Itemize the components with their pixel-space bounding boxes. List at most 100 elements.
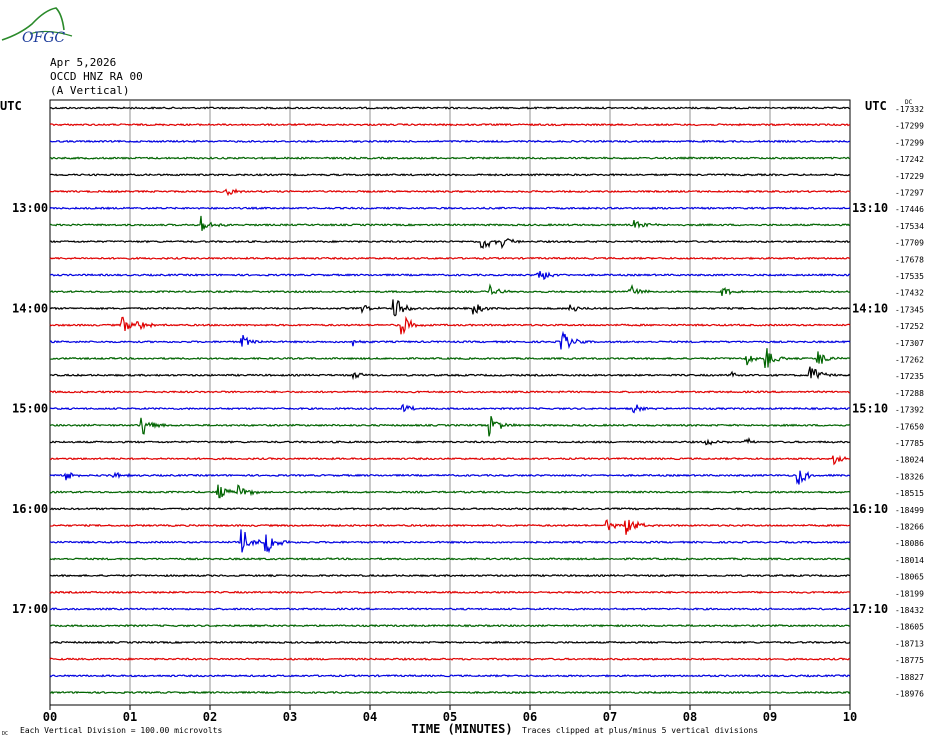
trace-row-30 (49, 607, 851, 611)
x-tick-label-04: 04 (363, 710, 377, 724)
trace-row-24 (49, 506, 851, 511)
trace-offset-label-18: -17392 (895, 406, 924, 415)
trace-offset-label-0: -17332 (895, 105, 924, 114)
trace-offset-label-28: -18065 (895, 573, 924, 582)
footer-clip-note: Traces clipped at plus/minus 5 vertical … (522, 726, 758, 735)
trace-row-14 (49, 330, 851, 350)
trace-row-9 (49, 256, 851, 261)
trace-row-7 (49, 215, 851, 231)
trace-offset-label-17: -17288 (895, 389, 924, 398)
trace-offset-label-22: -18326 (895, 472, 924, 481)
left-time-label: 14:00 (12, 301, 48, 315)
trace-offset-label-20: -17785 (895, 439, 924, 448)
x-tick-label-05: 05 (443, 710, 457, 724)
trace-offset-label-3: -17242 (895, 155, 924, 164)
trace-offset-label-6: -17446 (895, 205, 924, 214)
trace-offset-label-35: -18976 (895, 690, 924, 699)
axes-group: -17332 -17299 -17299 -17242 -17229 -17297 -174… (0, 99, 924, 737)
trace-offset-label-8: -17709 (895, 239, 924, 248)
trace-offset-label-16: -17235 (895, 372, 924, 381)
x-tick-label-00: 00 (43, 710, 57, 724)
trace-offset-label-10: -17535 (895, 272, 924, 281)
trace-row-31 (49, 623, 851, 628)
trace-offset-label-31: -18605 (895, 623, 924, 632)
trace-offset-label-30: -18432 (895, 606, 924, 615)
minute-gridlines (129, 100, 771, 705)
trace-offset-label-26: -18086 (895, 539, 924, 548)
trace-row-33 (49, 657, 851, 661)
trace-row-34 (49, 673, 851, 678)
trace-row-17 (49, 390, 851, 394)
trace-offset-label-25: -18266 (895, 523, 924, 532)
ofgc-logo: OFGC (1, 7, 73, 44)
x-axis-title: TIME (MINUTES) (411, 722, 512, 736)
left-time-label: 16:00 (12, 502, 48, 516)
x-tick-label-09: 09 (763, 710, 777, 724)
mountain-logo-icon (1, 7, 73, 41)
x-tick-label-07: 07 (603, 710, 617, 724)
trace-row-1 (49, 122, 851, 127)
utc-label-right: UTC (865, 99, 887, 113)
trace-row-21 (49, 454, 851, 466)
x-tick-label-10: 10 (843, 710, 857, 724)
trace-row-29 (49, 590, 851, 595)
trace-row-20 (49, 437, 851, 446)
right-time-label: 13:10 (852, 201, 888, 215)
trace-offset-label-23: -18515 (895, 489, 924, 498)
trace-offset-label-11: -17432 (895, 289, 924, 298)
left-time-label: 15:00 (12, 402, 48, 416)
trace-offset-label-15: -17262 (895, 356, 924, 365)
trace-row-2 (49, 139, 851, 144)
trace-offset-label-34: -18827 (895, 673, 924, 682)
trace-row-23 (49, 484, 851, 499)
trace-row-10 (49, 271, 851, 281)
trace-row-6 (49, 206, 851, 211)
trace-offset-label-32: -18713 (895, 639, 924, 648)
trace-offset-label-33: -18775 (895, 656, 924, 665)
x-tick-label-03: 03 (283, 710, 297, 724)
trace-offset-label-14: -17307 (895, 339, 924, 348)
trace-offset-label-12: -17345 (895, 305, 924, 314)
trace-row-11 (49, 283, 851, 296)
trace-offset-label-29: -18199 (895, 589, 924, 598)
header-component: (A Vertical) (50, 84, 130, 97)
trace-row-8 (49, 238, 851, 250)
right-time-label: 14:10 (852, 301, 888, 315)
trace-offset-label-7: -17534 (895, 222, 924, 231)
trace-row-3 (49, 156, 851, 160)
trace-row-13 (49, 315, 851, 335)
right-time-label: 15:10 (852, 402, 888, 416)
header-station: OCCD HNZ RA 00 (50, 70, 143, 83)
right-time-label: 16:10 (852, 502, 888, 516)
footer-mark: DC (2, 731, 8, 737)
trace-offset-label-19: -17650 (895, 422, 924, 431)
x-tick-label-01: 01 (123, 710, 137, 724)
trace-row-18 (49, 403, 851, 414)
trace-row-35 (49, 690, 851, 695)
trace-row-32 (49, 640, 851, 645)
trace-offset-label-27: -18014 (895, 556, 924, 565)
unit-mark: DC (905, 99, 913, 106)
trace-row-26 (49, 529, 851, 554)
trace-row-12 (49, 299, 851, 317)
left-time-label: 13:00 (12, 201, 48, 215)
trace-row-19 (49, 415, 851, 437)
trace-row-27 (49, 557, 851, 561)
trace-row-16 (49, 366, 851, 381)
trace-row-22 (49, 470, 851, 485)
trace-row-0 (49, 106, 851, 110)
trace-offset-label-5: -17297 (895, 189, 924, 198)
trace-row-5 (49, 188, 851, 197)
logo-text: OFGC (22, 30, 65, 44)
x-tick-label-08: 08 (683, 710, 697, 724)
trace-offset-label-13: -17252 (895, 322, 924, 331)
trace-offset-label-4: -17229 (895, 172, 924, 181)
traces-group (49, 106, 851, 695)
right-time-label: 17:10 (852, 602, 888, 616)
trace-offset-label-1: -17299 (895, 122, 924, 131)
x-tick-label-02: 02 (203, 710, 217, 724)
left-time-label: 17:00 (12, 602, 48, 616)
trace-offset-label-21: -18024 (895, 456, 924, 465)
trace-offset-label-24: -18499 (895, 506, 924, 515)
